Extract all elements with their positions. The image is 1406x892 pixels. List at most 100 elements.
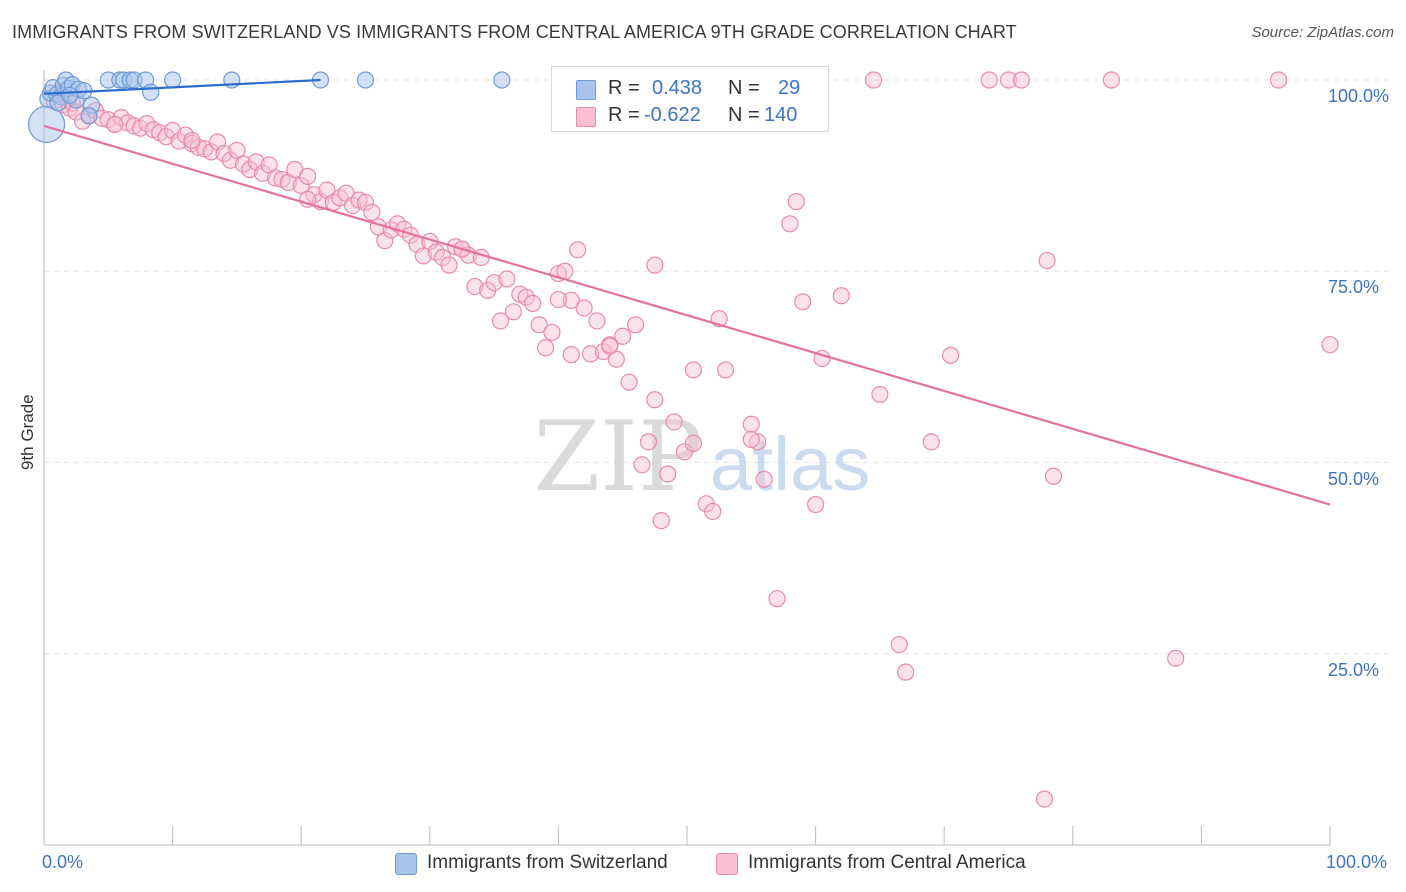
watermark-zip: ZIP [533, 401, 702, 513]
legend-row-central-america: R = -0.622 N = 140 [552, 100, 828, 130]
data-point-central-america [704, 502, 722, 521]
y-tick-label: 25.0% [1328, 659, 1380, 680]
data-point-central-america [832, 287, 850, 305]
data-point-central-america [530, 316, 548, 334]
legend-swatch-pink [576, 107, 596, 127]
data-point-central-america [922, 433, 940, 451]
data-point-central-america [652, 512, 670, 530]
data-point-switzerland [27, 105, 66, 143]
data-point-central-america [536, 339, 555, 357]
data-point-central-america [221, 151, 240, 169]
watermark: ZIP atlas [533, 401, 870, 513]
data-point-central-america [189, 138, 207, 156]
source-label: Source: ZipAtlas.com [1251, 24, 1394, 41]
legend-r-value: 0.438 [652, 77, 703, 99]
data-point-central-america [787, 193, 805, 211]
data-point-switzerland [493, 71, 511, 89]
data-point-central-america [864, 71, 883, 89]
data-point-central-america [183, 131, 201, 150]
legend-n-value: 29 [778, 77, 801, 99]
y-axis-label: 9th Grade [18, 394, 37, 470]
data-point-central-america [871, 385, 889, 404]
legend-swatch-blue [576, 80, 596, 100]
data-point-central-america [491, 312, 510, 330]
y-tick-label: 100.0% [1328, 86, 1390, 106]
data-point-central-america [466, 277, 484, 296]
data-point-central-america [215, 144, 233, 163]
data-point-central-america [942, 346, 960, 364]
data-point-central-america [414, 247, 432, 265]
trend-line-central-america [43, 124, 1331, 506]
data-point-central-america [356, 193, 375, 211]
data-point-central-america [575, 299, 593, 317]
data-point-central-america [485, 274, 503, 292]
data-point-central-america [755, 470, 773, 488]
data-point-central-america [1035, 790, 1054, 808]
data-point-central-america [440, 256, 458, 274]
data-point-central-america [299, 167, 317, 185]
data-point-central-america [1012, 71, 1030, 89]
data-point-switzerland [356, 71, 375, 89]
legend-n-value: 140 [764, 104, 798, 126]
data-point-central-america [164, 121, 182, 140]
axes [43, 70, 1331, 846]
data-point-switzerland [142, 83, 160, 101]
data-point-central-america [665, 413, 683, 431]
data-point-central-america [999, 71, 1018, 89]
legend-row-switzerland: R = 0.438 N = 29 [552, 73, 828, 103]
data-point-central-america [742, 430, 760, 449]
data-point-central-america [202, 143, 220, 161]
data-point-central-america [794, 293, 812, 311]
data-point-central-america [1269, 71, 1288, 89]
data-point-central-america [897, 663, 915, 681]
data-point-central-america [581, 345, 600, 363]
data-point-central-america [569, 241, 587, 259]
data-point-central-america [639, 433, 658, 451]
data-point-central-america [170, 132, 188, 150]
data-point-central-america [1321, 336, 1339, 354]
data-point-central-america [890, 635, 908, 654]
data-point-central-america [266, 169, 285, 187]
bottom-legend-swatch-pink [716, 853, 738, 875]
y-tick-label: 50.0% [1328, 468, 1380, 489]
data-point-central-america [228, 141, 246, 159]
data-point-central-america [684, 434, 703, 452]
data-point-central-america [620, 373, 638, 391]
data-point-central-america [781, 215, 799, 233]
data-point-central-america [562, 346, 580, 364]
data-point-central-america [601, 337, 619, 355]
data-point-central-america [646, 256, 664, 274]
bottom-legend-swatch-blue [395, 853, 417, 875]
x-tick-label-min: 0.0% [42, 852, 84, 872]
data-point-central-america [504, 303, 522, 321]
data-point-central-america [543, 323, 561, 342]
data-point-switzerland [61, 86, 79, 104]
data-point-central-america [376, 232, 394, 250]
data-point-central-america [633, 456, 651, 474]
data-point-central-america [684, 361, 703, 379]
chart-title: IMMIGRANTS FROM SWITZERLAND VS IMMIGRANT… [12, 22, 1017, 42]
bottom-legend-label: Immigrants from Central America [748, 852, 1026, 873]
watermark-atlas: atlas [710, 422, 871, 507]
data-point-central-america [1102, 71, 1120, 89]
legend-n-label: N = [728, 77, 760, 99]
data-point-central-america [646, 391, 664, 409]
legend-n-label: N = [728, 104, 760, 126]
data-point-central-america [517, 288, 535, 306]
data-point-central-america [157, 128, 175, 146]
y-tick-label: 75.0% [1328, 277, 1380, 298]
data-point-switzerland [164, 71, 182, 89]
data-point-central-america [614, 327, 632, 345]
x-tick-label-max: 100.0% [1326, 852, 1388, 872]
data-point-central-america [588, 312, 606, 330]
series-switzerland [27, 71, 511, 143]
data-point-central-america [549, 290, 568, 309]
data-point-central-america [980, 71, 998, 89]
data-point-central-america [1167, 649, 1185, 667]
data-point-central-america [106, 115, 124, 133]
series-central-america [45, 71, 1339, 808]
data-point-central-america [562, 291, 580, 309]
correlation-legend: R = 0.438 N = 29 R = -0.622 N = 140 [551, 66, 829, 132]
trend-lines [43, 78, 1331, 506]
